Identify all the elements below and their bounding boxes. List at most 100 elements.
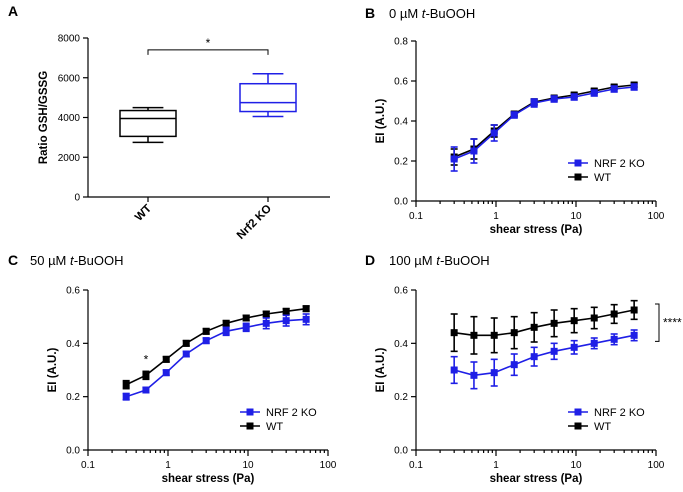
panel-b-y-tick-label: 0.6 <box>394 77 408 88</box>
panel-d-y-label: EI (A.U.) <box>375 347 387 392</box>
panel-d-wt-point <box>570 317 578 325</box>
panel-b-ko-point <box>470 147 478 155</box>
panel-b-x-tick-label: 100 <box>648 211 665 222</box>
panel-b-title: 0 µM t-BuOOH <box>389 6 475 21</box>
panel-d-title: 100 µM t-BuOOH <box>389 253 490 268</box>
legend-label: WT <box>594 172 611 184</box>
panel-d-ko-point <box>470 371 478 379</box>
panel-a-y-tick-label: 0 <box>74 193 80 204</box>
panel-d-ko-point <box>570 343 578 351</box>
panel-d-wt-point <box>590 314 598 322</box>
panel-c-wt-point <box>242 314 250 322</box>
panel-d-wt-point <box>530 323 538 331</box>
panel-d-wt-line <box>454 309 635 337</box>
panel-a-significance-bracket <box>147 49 269 55</box>
panel-a-box <box>239 82 297 113</box>
panel-a-x-tick-label: Nrf2 KO <box>235 203 274 242</box>
panel-a-significance-star: * <box>206 36 211 50</box>
panel-b-ko-point <box>570 93 578 101</box>
panel-d-ko-point <box>510 361 518 369</box>
panel-c-wt-point <box>142 371 150 379</box>
panel-c-wt-point <box>182 339 190 347</box>
panel-c-x-tick-label: 100 <box>320 460 337 471</box>
panel-c-x-label: shear stress (Pa) <box>162 473 255 485</box>
panel-b-ko-point <box>550 95 558 103</box>
panel-d-wt-point <box>630 306 638 314</box>
panel-c-y-tick-label: 0.2 <box>66 392 80 403</box>
panel-b-wt-line <box>453 84 635 158</box>
panel-b-x-label: shear stress (Pa) <box>490 224 583 236</box>
legend-label: NRF 2 KO <box>266 407 317 419</box>
panel-d-ko-point <box>590 339 598 347</box>
panel-d-letter: D <box>365 252 375 268</box>
panel-b-y-label: EI (A.U.) <box>375 98 387 143</box>
panel-a-y-tick-label: 6000 <box>58 73 81 84</box>
panel-c-y-tick-label: 0.0 <box>66 446 80 457</box>
panel-b-x-tick-label: 1 <box>493 211 499 222</box>
panel-b-ko-point <box>510 111 518 119</box>
panel-c-letter: C <box>8 252 18 268</box>
panel-d-x-tick-label: 0.1 <box>409 460 423 471</box>
panel-d-wt-point <box>470 331 478 339</box>
panel-d-x-label: shear stress (Pa) <box>490 473 583 485</box>
panel-c-wt-point <box>262 310 270 318</box>
panel-a-y-tick-label: 4000 <box>58 113 81 124</box>
panel-c-ko-point <box>142 386 150 394</box>
panel-c-y-label: EI (A.U.) <box>47 347 59 392</box>
panel-b-ko-point <box>590 89 598 97</box>
panel-a-x-tick-label: WT <box>133 203 154 224</box>
legend-label: WT <box>266 421 283 433</box>
panel-c-ko-point <box>182 350 190 358</box>
panel-b-ko-point <box>490 129 498 137</box>
panel-b-y-tick-label: 0.0 <box>394 197 408 208</box>
panel-c-wt-point <box>302 305 310 313</box>
panel-d-y-tick-label: 0.6 <box>394 286 408 297</box>
panel-c-ko-point <box>202 337 210 345</box>
panel-d-x-tick-label: 10 <box>570 460 582 471</box>
panel-a-letter: A <box>8 3 18 19</box>
panel-c-ko-point <box>122 393 130 401</box>
panel-c-ko-point <box>162 369 170 377</box>
panel-c-wt-point <box>222 319 230 327</box>
panel-d-wt-point <box>450 329 458 337</box>
panel-b-x-tick-label: 0.1 <box>409 211 423 222</box>
legend-label: NRF 2 KO <box>594 407 645 419</box>
panel-c-x-tick-label: 10 <box>242 460 254 471</box>
legend-label: WT <box>594 421 611 433</box>
panel-c-significance-star: * <box>144 352 149 366</box>
panel-b-ko-point <box>630 83 638 91</box>
panel-d-x-tick-label: 100 <box>648 460 665 471</box>
panel-d-ko-point <box>530 353 538 361</box>
legend-marker <box>246 408 254 416</box>
panel-b-letter: B <box>365 5 375 21</box>
panel-d-wt-point <box>510 329 518 337</box>
panel-d-ko-point <box>450 366 458 374</box>
panel-b-ko-point <box>610 85 618 93</box>
panel-c-y-tick-label: 0.4 <box>66 339 80 350</box>
panel-d-wt-point <box>490 331 498 339</box>
panel-a-box <box>119 109 177 138</box>
panel-c-ko-point <box>222 327 230 335</box>
panel-a-y-label: Ratio GSH/GSSG <box>38 71 50 164</box>
panel-c-ko-point <box>262 319 270 327</box>
legend-label: NRF 2 KO <box>594 158 645 170</box>
panel-a-y-tick-label: 2000 <box>58 153 81 164</box>
panel-b-y-tick-label: 0.2 <box>394 157 408 168</box>
panel-d-ko-line <box>453 334 635 377</box>
panel-c-ko-point <box>242 323 250 331</box>
panel-b-ko-point <box>450 155 458 163</box>
panel-b-ko-line <box>453 86 635 160</box>
panel-d-significance-bracket <box>655 303 660 342</box>
legend-marker <box>246 422 254 430</box>
panel-d-significance-stars: **** <box>663 316 682 330</box>
panel-d-wt-point <box>550 319 558 327</box>
panel-c-wt-line <box>125 307 307 386</box>
panel-d-ko-point <box>550 347 558 355</box>
panel-c-x-tick-label: 0.1 <box>81 460 95 471</box>
panel-d-wt-point <box>610 310 618 318</box>
panel-c-y-tick-label: 0.6 <box>66 286 80 297</box>
panel-c-x-tick-label: 1 <box>165 460 171 471</box>
panel-b-y-tick-label: 0.4 <box>394 117 408 128</box>
panel-d-ko-point <box>630 331 638 339</box>
